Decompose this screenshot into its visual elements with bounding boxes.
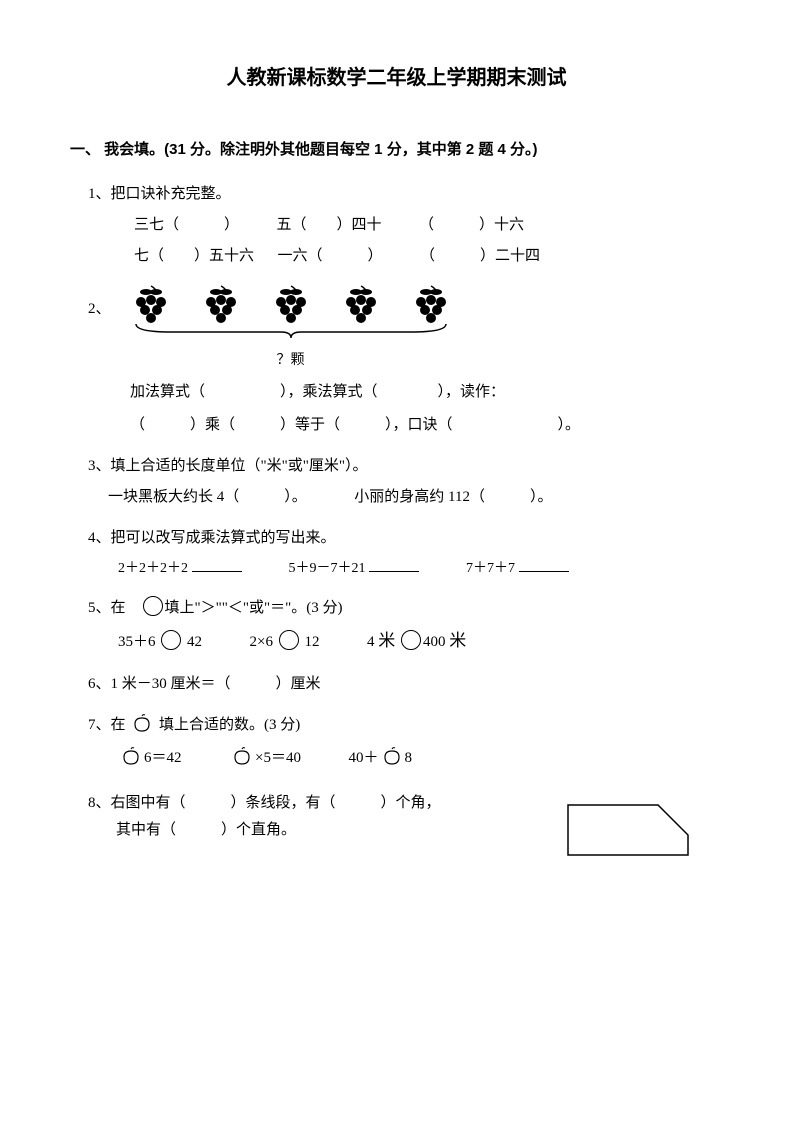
blank-line [192,557,242,572]
q1-label: 1、把口诀补充完整。 [88,186,231,202]
q3-label: 3、填上合适的长度单位（"米"或"厘米"）。 [88,458,368,474]
q3-b: 小丽的身高约 112（ ）。 [354,489,552,505]
apple-icon [381,746,403,776]
apple-icon [231,746,253,776]
apple-icon [131,713,153,743]
q4-a: 2＋2＋2＋2 [118,561,188,576]
q1-line2-c: （ ）二十四 [420,248,540,264]
q6-label: 6、1 米－30 厘米＝（ ）厘米 [88,676,321,692]
q1-line1-c: （ ）十六 [419,217,524,233]
q4-label: 4、把可以改写成乘法算式的写出来。 [88,530,336,546]
q5-c-r: 400 [423,634,449,650]
q5-b-l: 2×6 [250,634,273,650]
question-5: 5、在 填上"＞""＜"或"＝"。(3 分) 35＋6 42 2×6 12 4 … [88,595,723,657]
grape-icon [271,284,311,326]
grape-icon [341,284,381,326]
q2-line1: 加法算式（ ），乘法算式（ ），读作： [130,379,723,406]
question-1: 1、把口诀补充完整。 三七（ ） 五（ ）四十 （ ）十六 七（ ）五十六 一六… [88,181,723,270]
q5-a-r: 42 [187,634,202,650]
grape-icon [131,284,171,326]
q7-c-l: 40＋ [348,750,378,766]
q5-c-unit-l: 米 [378,631,395,650]
question-7: 7、在 填上合适的数。(3 分) 6＝42 ×5＝40 40＋ 8 [88,712,723,776]
grape-icon [411,284,451,326]
q7-a: 6＝42 [144,750,182,766]
q7-b: ×5＝40 [255,750,301,766]
circle-icon [279,630,299,650]
q7-c-r: 8 [405,750,413,766]
question-2: 2、 [88,284,723,373]
question-3: 3、填上合适的长度单位（"米"或"厘米"）。 一块黑板大约长 4（ ）。 小丽的… [88,453,723,511]
q5-c-l: 4 [367,634,378,650]
blank-line [519,557,569,572]
page-title: 人教新课标数学二年级上学期期末测试 [70,60,723,96]
section-1-header: 一、 我会填。(31 分。除注明外其他题目每空 1 分，其中第 2 题 4 分。… [70,136,723,163]
q4-c: 7＋7＋7 [466,561,515,576]
question-6: 6、1 米－30 厘米＝（ ）厘米 [88,671,723,698]
circle-icon [401,630,421,650]
q1-line1-b: 五（ ）四十 [277,217,382,233]
q2-num: 2、 [88,296,111,323]
q4-b: 5＋9－7＋21 [289,561,366,576]
q7-label-pre: 7、在 [88,717,126,733]
blank-line [369,557,419,572]
q1-line2-a: 七（ ）五十六 [134,248,254,264]
q1-line2-b: 一六（ ） [278,248,383,264]
q5-c-unit-r: 米 [449,631,466,650]
brace-icon [131,322,451,340]
q2-line2: （ ）乘（ ）等于（ ），口诀（ ）。 [130,412,723,439]
q1-line1-a: 三七（ ） [134,217,239,233]
question-4: 4、把可以改写成乘法算式的写出来。 2＋2＋2＋2 5＋9－7＋21 7＋7＋7 [88,525,723,581]
q5-label-tail: 填上"＞""＜"或"＝"。(3 分) [165,600,343,616]
apple-icon [120,746,142,776]
grape-icon [201,284,241,326]
q5-b-r: 12 [304,634,319,650]
q5-a-l: 35＋6 [118,634,156,650]
question-8: 8、右图中有（ ）条线段，有（ ）个角， 其中有（ ）个直角。 [88,790,723,844]
q2-under-brace: ？颗 [131,348,451,373]
q7-label-post: 填上合适的数。(3 分) [159,717,300,733]
q3-a: 一块黑板大约长 4（ ）。 [108,489,307,505]
circle-icon [143,596,163,616]
circle-icon [161,630,181,650]
q8-figure [563,800,693,860]
